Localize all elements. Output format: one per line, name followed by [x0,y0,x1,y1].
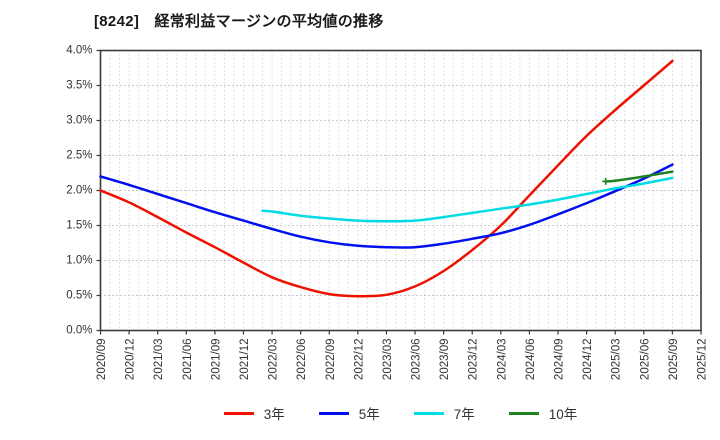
x-tick-label: 2025/09 [668,339,680,381]
legend-item-5y: 5年 [318,403,380,423]
series-line-3y [99,59,674,298]
x-tick-label: 2021/06 [182,339,194,381]
legend-swatch-7y [413,411,444,415]
x-tick-label: 2025/12 [697,339,709,381]
x-tick-label: 2024/03 [496,339,508,381]
legend-item-10y: 10年 [508,403,578,423]
legend-swatch-5y [318,411,349,415]
legend-swatch-3y [223,411,254,415]
series-line-5y [99,163,674,249]
legend-swatch-10y [508,411,539,415]
legend-label-3y: 3年 [263,407,285,422]
x-tick-label: 2024/09 [554,339,566,381]
legend-label-5y: 5年 [358,407,380,422]
legend-label-7y: 7年 [453,407,475,422]
y-tick-label: 0.0% [66,325,92,337]
x-tick-label: 2022/09 [325,339,337,381]
x-tick-label: 2022/06 [296,339,308,381]
series-line-7y [261,176,674,223]
x-tick-label: 2021/12 [239,339,251,381]
x-tick-label: 2021/03 [153,339,165,381]
y-tick-label: 4.0% [66,45,92,57]
legend: 3年 5年 7年 10年 [100,403,701,423]
series-start-marker-10y [602,177,610,185]
x-tick-label: 2020/12 [125,339,137,381]
x-tick-label: 2023/12 [468,339,480,381]
x-tick-label: 2022/12 [353,339,365,381]
x-tick-label: 2024/12 [582,339,594,381]
chart-title: [8242] 経常利益マージンの平均値の推移 [94,13,384,30]
y-tick-label: 3.0% [66,115,92,127]
x-tick-label: 2023/09 [439,339,451,381]
x-tick-label: 2023/03 [382,339,394,381]
y-tick-label: 2.5% [66,150,92,162]
x-tick-label: 2025/06 [639,339,651,381]
y-tick-label: 1.5% [66,220,92,232]
legend-item-7y: 7年 [413,403,475,423]
x-tick-label: 2023/06 [411,339,423,381]
y-tick-label: 1.0% [66,255,92,267]
x-tick-label: 2022/03 [268,339,280,381]
x-tick-label: 2021/09 [210,339,222,381]
x-tick-label: 2025/03 [611,339,623,381]
y-tick-label: 2.0% [66,185,92,197]
x-tick-label: 2024/06 [525,339,537,381]
legend-label-10y: 10年 [548,407,578,422]
x-tick-label: 2020/09 [96,339,108,381]
y-tick-label: 0.5% [66,290,92,302]
legend-item-3y: 3年 [223,403,285,423]
y-tick-label: 3.5% [66,80,92,92]
